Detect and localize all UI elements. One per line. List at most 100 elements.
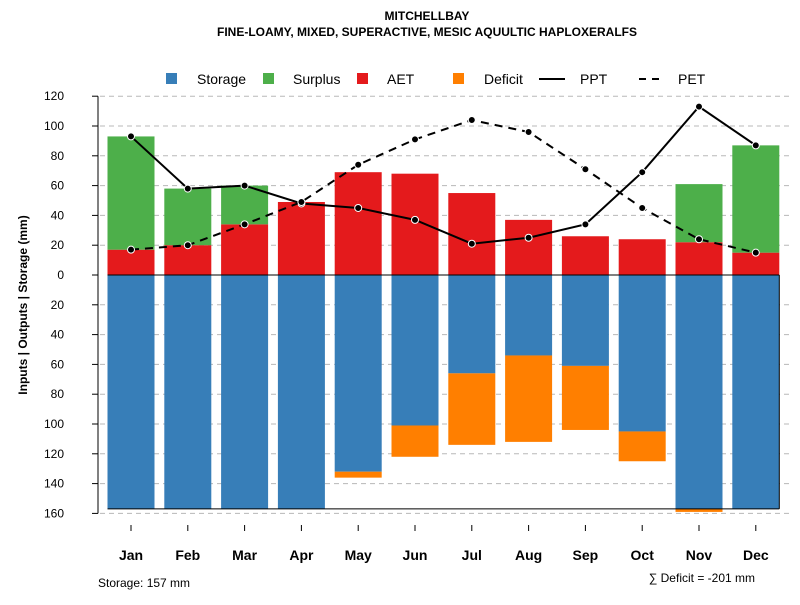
y-tick-label-14: 160 (44, 506, 64, 520)
aet-bar-jul (448, 193, 496, 275)
legend: Storage Surplus AET Deficit PPT PET (166, 71, 706, 87)
pet-point-may (354, 160, 363, 169)
x-tick-label-nov: Nov (686, 547, 713, 563)
storage-bar-oct (618, 275, 666, 432)
x-tick-label-jul: Jul (462, 547, 482, 563)
pet-point-sep (581, 165, 590, 174)
ppt-point-aug (524, 233, 533, 242)
deficit-bar-may (334, 471, 382, 478)
surplus-bar-jan (107, 136, 155, 250)
deficit-bar-nov (675, 508, 723, 512)
chart-subtitle: FINE-LOAMY, MIXED, SUPERACTIVE, MESIC AQ… (217, 25, 637, 39)
storage-bar-jun (391, 275, 439, 426)
deficit-bar-jul (448, 373, 496, 445)
storage-bar-dec (732, 275, 780, 509)
y-axis-title: Inputs | Outputs | Storage (mm) (16, 215, 30, 394)
surplus-bar-feb (164, 188, 212, 246)
aet-bar-may (334, 172, 382, 275)
pet-point-mar (240, 220, 249, 229)
pet-line (130, 119, 757, 254)
deficit-bar-oct (618, 431, 666, 462)
ppt-point-jun (411, 215, 419, 224)
aet-bar-dec (732, 252, 780, 275)
surplus-bar-nov (675, 184, 723, 243)
legend-label-pet: PET (678, 71, 706, 87)
ppt-point-mar (240, 181, 249, 190)
gridlines (100, 95, 790, 514)
ppt-point-jan (127, 132, 135, 141)
y-tick-label-0: 120 (44, 89, 64, 103)
chart-title: MITCHELLBAY (385, 9, 470, 23)
pet-point-jan (127, 245, 135, 254)
aet-bar-apr (277, 201, 325, 275)
y-tick-label-4: 40 (51, 208, 65, 222)
aet-bar-nov (675, 242, 723, 275)
pet-point-nov (695, 235, 703, 244)
legend-label-storage: Storage (197, 71, 246, 87)
y-tick-label-12: 120 (44, 447, 64, 461)
x-tick-label-oct: Oct (631, 547, 655, 563)
storage-bar-jul (448, 275, 496, 374)
aet-bar-mar (221, 224, 269, 275)
x-tick-label-apr: Apr (289, 547, 314, 563)
lines (127, 102, 760, 257)
y-tick-label-7: 20 (51, 298, 65, 312)
aet-bar-sep (561, 236, 609, 275)
y-tick-label-1: 100 (44, 119, 64, 133)
legend-swatch-storage (166, 73, 177, 84)
legend-swatch-deficit (453, 73, 464, 84)
x-tick-label-mar: Mar (232, 547, 257, 563)
ppt-point-oct (638, 168, 647, 177)
aet-bar-jan (107, 249, 155, 275)
ppt-point-feb (183, 184, 192, 193)
y-tick-label-2: 80 (51, 149, 65, 163)
legend-label-aet: AET (387, 71, 415, 87)
y-tick-label-8: 40 (51, 328, 65, 342)
deficit-note: ∑ Deficit = -201 mm (649, 571, 755, 585)
storage-bar-apr (277, 275, 325, 509)
y-tick-label-6: 0 (57, 268, 64, 282)
pet-point-aug (524, 127, 533, 136)
legend-label-deficit: Deficit (484, 71, 523, 87)
aet-bar-aug (505, 219, 553, 275)
bars (107, 136, 780, 512)
pet-point-feb (183, 241, 192, 250)
aet-bar-oct (618, 239, 666, 275)
x-tick-label-sep: Sep (573, 547, 599, 563)
deficit-bar-aug (505, 355, 553, 442)
y-tick-label-11: 100 (44, 417, 64, 431)
surplus-bar-mar (221, 185, 269, 225)
deficit-bar-sep (561, 365, 609, 430)
ppt-point-sep (581, 220, 590, 229)
storage-note: Storage: 157 mm (98, 576, 190, 590)
x-tick-label-feb: Feb (175, 547, 200, 563)
storage-bar-jan (107, 275, 155, 509)
x-tick-label-may: May (345, 547, 372, 563)
ppt-point-jul (467, 239, 476, 248)
legend-label-ppt: PPT (580, 71, 608, 87)
axes: 120 100 80 60 40 20 0 20 40 60 80 100 120 140 160 Jan Fe… (44, 89, 780, 563)
storage-bar-nov (675, 275, 723, 509)
storage-bar-mar (221, 275, 269, 509)
y-tick-label-9: 60 (51, 357, 65, 371)
surplus-bar-dec (732, 145, 780, 253)
storage-bar-feb (164, 275, 212, 509)
aet-bar-jun (391, 173, 439, 275)
y-tick-label-3: 60 (51, 179, 65, 193)
y-tick-label-13: 140 (44, 477, 64, 491)
pet-point-oct (638, 203, 647, 212)
ppt-point-nov (695, 102, 703, 111)
y-tick-label-5: 20 (51, 238, 65, 252)
legend-swatch-aet (357, 73, 368, 84)
x-tick-label-jan: Jan (119, 547, 143, 563)
ppt-point-dec (751, 141, 760, 150)
aet-bar-feb (164, 245, 212, 275)
legend-label-surplus: Surplus (293, 71, 340, 87)
x-tick-label-dec: Dec (743, 547, 769, 563)
deficit-bar-jun (391, 425, 439, 457)
storage-bar-aug (505, 275, 553, 356)
pet-point-dec (751, 248, 760, 257)
y-tick-label-10: 80 (51, 387, 65, 401)
